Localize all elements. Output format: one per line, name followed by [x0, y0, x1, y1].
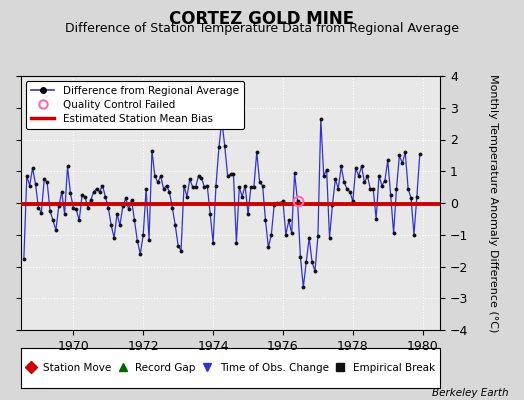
Text: Berkeley Earth: Berkeley Earth — [432, 388, 508, 398]
Legend: Difference from Regional Average, Quality Control Failed, Estimated Station Mean: Difference from Regional Average, Qualit… — [26, 81, 244, 129]
Text: 1976: 1976 — [267, 340, 299, 353]
Text: 1978: 1978 — [337, 340, 369, 353]
Text: 1974: 1974 — [197, 340, 229, 353]
Text: Difference of Station Temperature Data from Regional Average: Difference of Station Temperature Data f… — [65, 22, 459, 35]
Text: 1980: 1980 — [407, 340, 439, 353]
Text: 1970: 1970 — [58, 340, 89, 353]
Text: CORTEZ GOLD MINE: CORTEZ GOLD MINE — [169, 10, 355, 28]
Y-axis label: Monthly Temperature Anomaly Difference (°C): Monthly Temperature Anomaly Difference (… — [488, 74, 498, 332]
Text: 1972: 1972 — [127, 340, 159, 353]
Legend: Station Move, Record Gap, Time of Obs. Change, Empirical Break: Station Move, Record Gap, Time of Obs. C… — [23, 360, 438, 376]
